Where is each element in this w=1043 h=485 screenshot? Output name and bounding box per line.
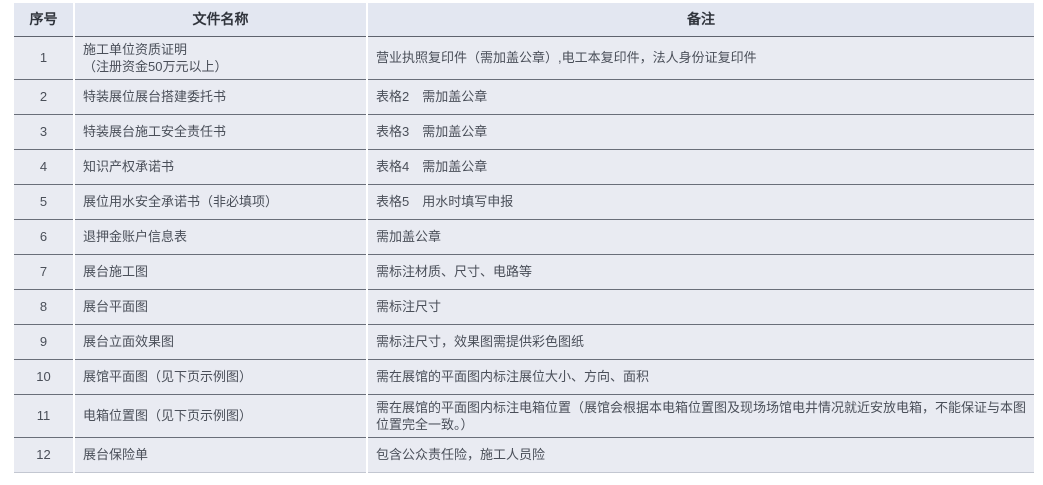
table-row: 5 展位用水安全承诺书（非必填项） 表格5 用水时填写申报 (14, 184, 1034, 220)
cell-remark: 表格5 用水时填写申报 (366, 184, 1034, 220)
table-row: 4 知识产权承诺书 表格4 需加盖公章 (14, 149, 1034, 185)
cell-name: 特装展位展台搭建委托书 (73, 79, 367, 115)
table-body: 1 施工单位资质证明 （注册资金50万元以上） 营业执照复印件（需加盖公章）,电工本… (14, 36, 1034, 473)
cell-index: 5 (14, 184, 74, 220)
table-header: 序号 文件名称 备注 (14, 3, 1034, 37)
cell-remark: 需标注尺寸，效果图需提供彩色图纸 (366, 324, 1034, 360)
table-row: 2 特装展位展台搭建委托书 表格2 需加盖公章 (14, 79, 1034, 115)
table-row: 1 施工单位资质证明 （注册资金50万元以上） 营业执照复印件（需加盖公章）,电工本… (14, 36, 1034, 80)
cell-index: 2 (14, 79, 74, 115)
documents-table: 序号 文件名称 备注 1 施工单位资质证明 （注册资金50万元以上） 营业执照复印件… (14, 3, 1034, 473)
cell-remark: 表格2 需加盖公章 (366, 79, 1034, 115)
table-row: 12 展台保险单 包含公众责任险，施工人员险 (14, 437, 1034, 473)
cell-index: 12 (14, 437, 74, 473)
cell-remark: 包含公众责任险，施工人员险 (366, 437, 1034, 473)
cell-name: 展台保险单 (73, 437, 367, 473)
cell-name: 电箱位置图（见下页示例图） (73, 394, 367, 438)
cell-index: 10 (14, 359, 74, 395)
cell-remark: 表格3 需加盖公章 (366, 114, 1034, 150)
cell-remark: 营业执照复印件（需加盖公章）,电工本复印件，法人身份证复印件 (366, 36, 1034, 80)
table-row: 9 展台立面效果图 需标注尺寸，效果图需提供彩色图纸 (14, 324, 1034, 360)
cell-index: 3 (14, 114, 74, 150)
cell-remark: 需加盖公章 (366, 219, 1034, 255)
cell-index: 4 (14, 149, 74, 185)
cell-index: 7 (14, 254, 74, 290)
table-row: 8 展台平面图 需标注尺寸 (14, 289, 1034, 325)
cell-remark: 需在展馆的平面图内标注展位大小、方向、面积 (366, 359, 1034, 395)
cell-index: 6 (14, 219, 74, 255)
cell-name: 展台平面图 (73, 289, 367, 325)
table-row: 6 退押金账户信息表 需加盖公章 (14, 219, 1034, 255)
cell-remark: 表格4 需加盖公章 (366, 149, 1034, 185)
cell-index: 8 (14, 289, 74, 325)
header-cell-remark: 备注 (366, 3, 1034, 37)
cell-name: 特装展台施工安全责任书 (73, 114, 367, 150)
table-row: 3 特装展台施工安全责任书 表格3 需加盖公章 (14, 114, 1034, 150)
cell-remark: 需在展馆的平面图内标注电箱位置（展馆会根据本电箱位置图及现场场馆电井情况就近安放… (366, 394, 1034, 438)
cell-index: 11 (14, 394, 74, 438)
cell-name: 退押金账户信息表 (73, 219, 367, 255)
header-cell-name: 文件名称 (73, 3, 367, 37)
cell-index: 9 (14, 324, 74, 360)
cell-name: 展台立面效果图 (73, 324, 367, 360)
cell-name: 展位用水安全承诺书（非必填项） (73, 184, 367, 220)
cell-remark: 需标注尺寸 (366, 289, 1034, 325)
cell-index: 1 (14, 36, 74, 80)
table-row: 11 电箱位置图（见下页示例图） 需在展馆的平面图内标注电箱位置（展馆会根据本电箱位… (14, 394, 1034, 438)
header-cell-index: 序号 (14, 3, 74, 37)
cell-name: 知识产权承诺书 (73, 149, 367, 185)
cell-name: 展台施工图 (73, 254, 367, 290)
cell-name: 展馆平面图（见下页示例图） (73, 359, 367, 395)
cell-name: 施工单位资质证明 （注册资金50万元以上） (73, 36, 367, 80)
cell-remark: 需标注材质、尺寸、电路等 (366, 254, 1034, 290)
header-row: 序号 文件名称 备注 (14, 3, 1034, 37)
table-row: 10 展馆平面图（见下页示例图） 需在展馆的平面图内标注展位大小、方向、面积 (14, 359, 1034, 395)
table-row: 7 展台施工图 需标注材质、尺寸、电路等 (14, 254, 1034, 290)
